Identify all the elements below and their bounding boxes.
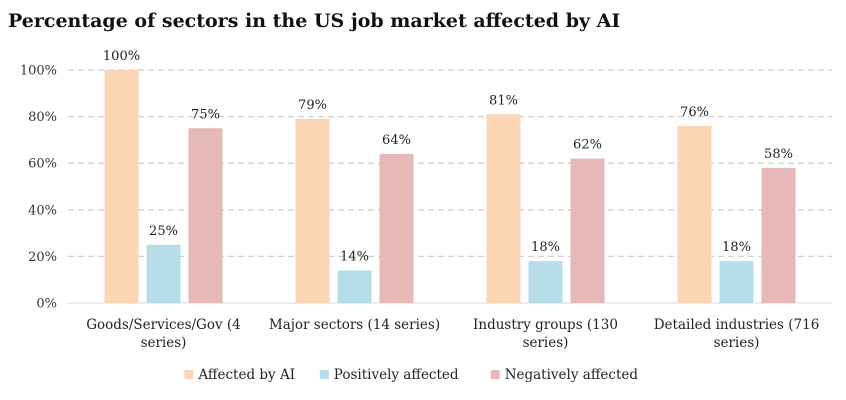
bar (570, 158, 605, 303)
data-label: 64% (382, 133, 411, 148)
bar (486, 114, 521, 304)
data-label: 62% (573, 138, 602, 153)
bar (188, 128, 223, 303)
bar (379, 153, 414, 303)
legend-swatch (490, 370, 500, 379)
bar (295, 118, 330, 304)
data-labels: 100% 25% 75% 79% 14% 64% 81% 18% 62% 76% 18% 58% (103, 49, 793, 264)
data-label: 75% (191, 107, 220, 122)
x-category-label: series) (714, 335, 760, 351)
legend: Affected by AI Positively affected Negativ… (184, 367, 638, 383)
y-tick-label: 60% (28, 157, 57, 172)
data-label: 18% (531, 240, 560, 255)
y-tick-label: 80% (28, 110, 57, 125)
data-label: 58% (764, 147, 793, 162)
data-label: 25% (149, 224, 178, 239)
bar (677, 125, 712, 303)
x-category-label: series) (523, 335, 569, 351)
bar (104, 70, 139, 303)
x-category-label: Industry groups (130 (473, 317, 618, 333)
x-category-label: series) (141, 335, 187, 351)
legend-label: Positively affected (334, 367, 459, 383)
legend-label: Affected by AI (197, 367, 295, 383)
legend-label: Negatively affected (505, 367, 639, 383)
data-label: 100% (103, 49, 140, 64)
x-category-label: Detailed industries (716 (654, 317, 820, 333)
y-tick-label: 20% (28, 250, 57, 265)
data-label: 79% (298, 98, 327, 113)
gridlines (68, 69, 832, 304)
bars (104, 70, 796, 304)
y-tick-label: 100% (20, 64, 57, 79)
bar (146, 244, 181, 303)
y-axis: 0% 20% 40% 60% 80% 100% (20, 64, 57, 312)
bar (528, 261, 563, 303)
x-category-label: Goods/Services/Gov (4 (86, 317, 241, 333)
data-label: 18% (722, 240, 751, 255)
legend-swatch (184, 370, 194, 379)
data-label: 81% (489, 93, 518, 108)
x-axis: Goods/Services/Gov (4 series) Major sector… (86, 317, 819, 351)
y-tick-label: 40% (28, 203, 57, 218)
chart-title: Percentage of sectors in the US job mark… (8, 10, 621, 32)
legend-swatch (319, 370, 329, 379)
bar (719, 261, 754, 303)
x-category-label: Major sectors (14 series) (269, 317, 440, 333)
bar (761, 167, 796, 303)
data-label: 14% (340, 249, 369, 264)
data-label: 76% (680, 105, 709, 120)
bar (337, 270, 372, 303)
y-tick-label: 0% (36, 297, 57, 312)
